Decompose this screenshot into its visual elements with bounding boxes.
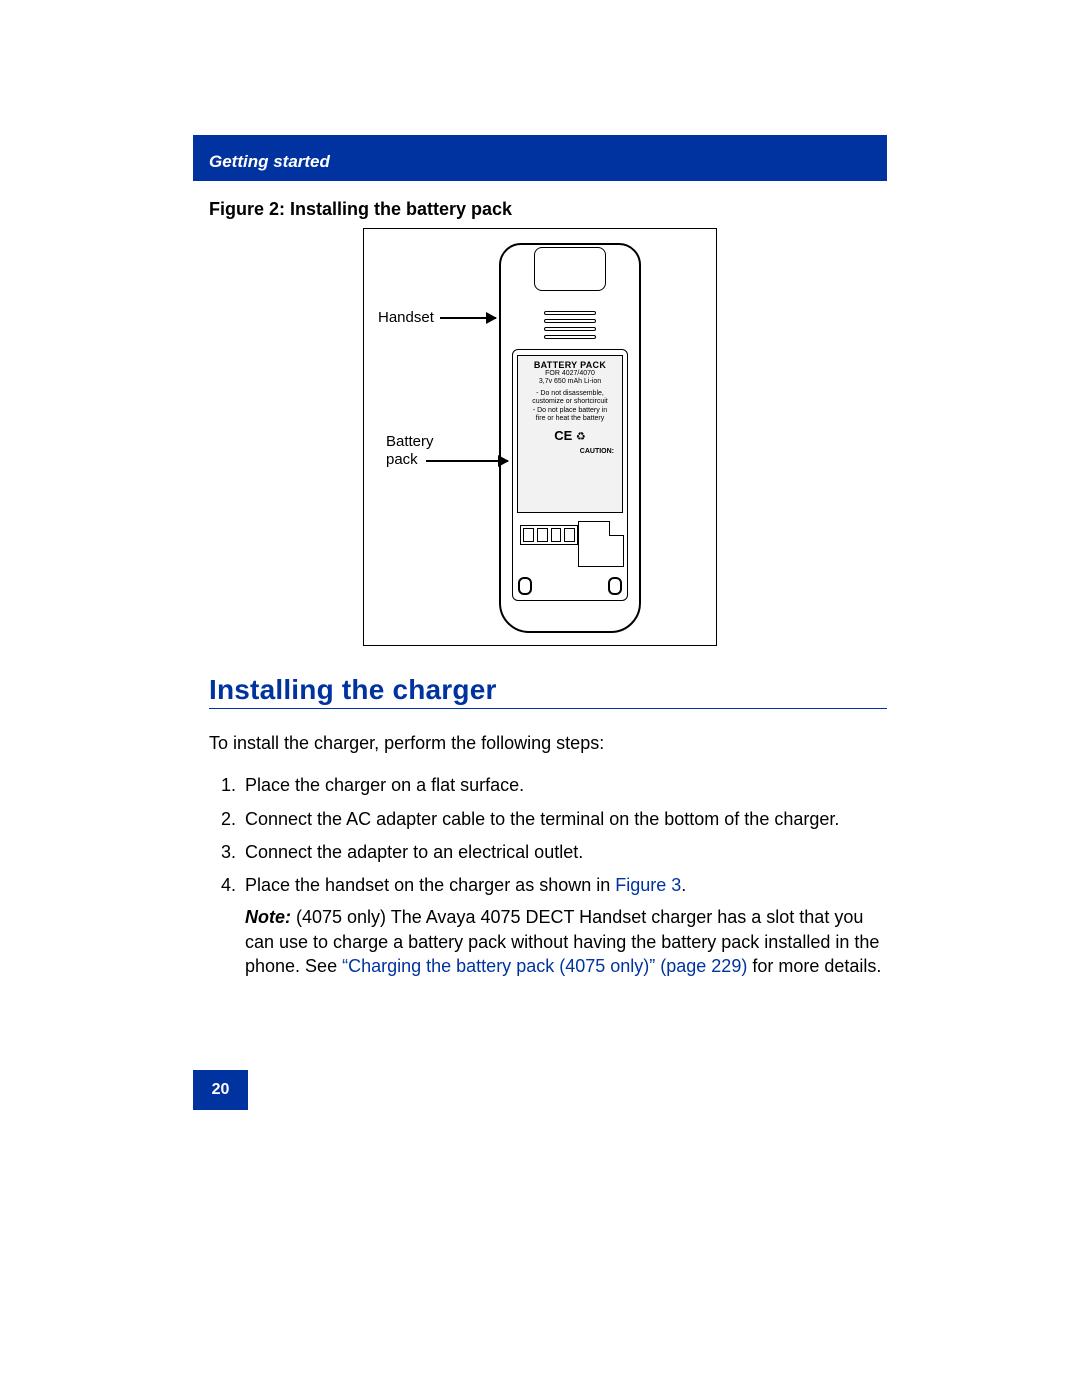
- intro-text: To install the charger, perform the foll…: [209, 731, 887, 755]
- latch-left: [518, 577, 532, 595]
- figure-diagram: BATTERY PACK FOR 4027/4070 3,7v 650 mAh …: [363, 228, 717, 646]
- battery-warn-2: customize or shortcircuit: [522, 398, 618, 406]
- battery-model: FOR 4027/4070: [522, 370, 618, 378]
- battery-title: BATTERY PACK: [522, 360, 618, 370]
- section-header-bar: Getting started: [193, 135, 887, 181]
- battery-spec: 3,7v 650 mAh Li-ion: [522, 378, 618, 386]
- arrow-battery: [426, 460, 508, 462]
- arrow-handset: [440, 317, 496, 319]
- ce-mark: CE: [554, 428, 572, 443]
- step-4-post: .: [681, 875, 686, 895]
- section-rule: [209, 708, 887, 709]
- battery-caution: CAUTION:: [522, 448, 618, 456]
- step-1: Place the charger on a flat surface.: [241, 773, 887, 797]
- page-number: 20: [212, 1081, 230, 1099]
- step-3: Connect the adapter to an electrical out…: [241, 840, 887, 864]
- battery-warn-4: fire or heat the battery: [522, 415, 618, 423]
- page-number-box: 20: [193, 1070, 248, 1110]
- battery-contacts: [520, 525, 578, 545]
- recycle-icon: ♻: [576, 431, 586, 443]
- label-battery-2: pack: [386, 451, 418, 468]
- document-page: Getting started Figure 2: Installing the…: [193, 135, 887, 987]
- figure-3-link[interactable]: Figure 3: [615, 875, 681, 895]
- label-battery-1: Battery: [386, 433, 434, 450]
- note-label: Note:: [245, 907, 291, 927]
- note-link[interactable]: “Charging the battery pack (4075 only)” …: [342, 956, 747, 976]
- steps-list: Place the charger on a flat surface. Con…: [209, 773, 887, 978]
- step-4: Place the handset on the charger as show…: [241, 873, 887, 978]
- note-body-post: for more details.: [747, 956, 881, 976]
- battery-warn-1: - Do not disassemble,: [522, 390, 618, 398]
- step-2: Connect the AC adapter cable to the term…: [241, 807, 887, 831]
- battery-warn-3: - Do not place battery in: [522, 407, 618, 415]
- note-block: Note: (4075 only) The Avaya 4075 DECT Ha…: [245, 905, 887, 978]
- battery-pack: BATTERY PACK FOR 4027/4070 3,7v 650 mAh …: [517, 355, 623, 513]
- label-handset: Handset: [378, 309, 434, 326]
- latch-right: [608, 577, 622, 595]
- figure-caption: Figure 2: Installing the battery pack: [209, 199, 887, 220]
- speaker-grille: [544, 307, 596, 343]
- section-label: Getting started: [209, 152, 330, 171]
- section-heading: Installing the charger: [209, 674, 887, 706]
- handset-screen-area: [534, 247, 606, 291]
- sim-slot: [578, 521, 624, 567]
- step-4-pre: Place the handset on the charger as show…: [245, 875, 615, 895]
